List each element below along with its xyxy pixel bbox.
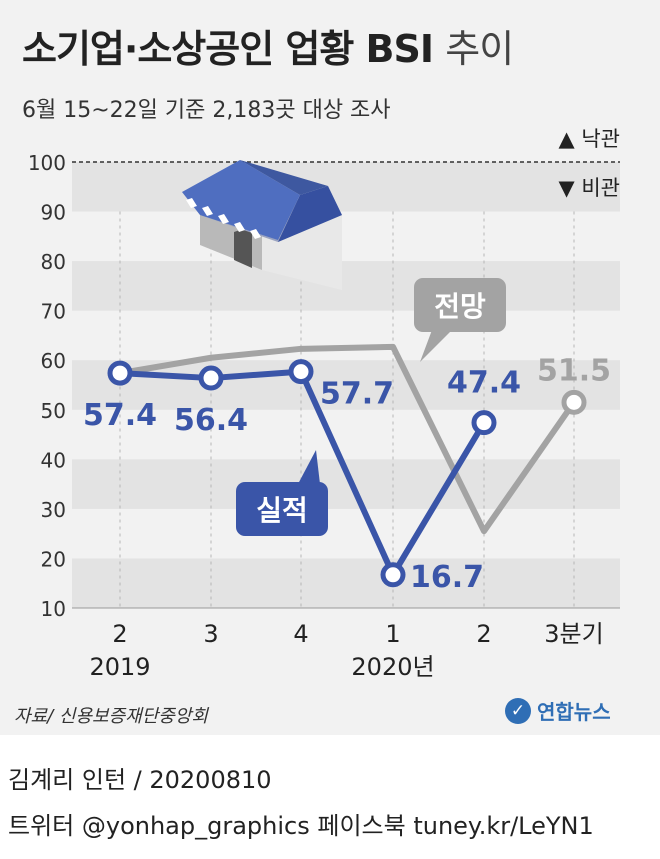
- actual-value-label: 56.4: [174, 403, 248, 438]
- actual-value-label: 57.4: [83, 398, 157, 433]
- x-year-label: 2020년: [351, 653, 434, 681]
- grid-band: [72, 558, 620, 608]
- x-tick-label: 1: [385, 620, 400, 648]
- y-axis-ticks: 10 20 30 40 50 60 70 80 90 100: [28, 151, 66, 621]
- grid-band: [72, 162, 620, 212]
- y-tick-label: 10: [41, 597, 66, 621]
- grid-band: [72, 261, 620, 311]
- x-tick-label: 3: [203, 620, 218, 648]
- x-tick-label: 4: [293, 620, 308, 648]
- callout-actual: 실적: [236, 450, 328, 536]
- actual-point: [107, 360, 133, 386]
- y-tick-label: 20: [41, 547, 66, 571]
- x-tick-label: 3분기: [544, 620, 603, 648]
- actual-point: [198, 365, 224, 391]
- store-illustration: [182, 160, 342, 290]
- data-points: [107, 359, 587, 588]
- logo-text: 연합뉴스: [537, 700, 611, 724]
- callout-actual-label: 실적: [256, 494, 308, 527]
- data-labels: 57.4 56.4 57.7 16.7 47.4 51.5: [83, 353, 611, 594]
- title-suffix: 추이: [445, 27, 514, 71]
- chart-title: 소기업·소상공인 업황 BSI 추이: [22, 18, 514, 73]
- agency-logo: ✓ 연합뉴스: [505, 696, 611, 725]
- background-bands: [72, 162, 620, 608]
- chart-subtitle: 6월 15~22일 기준 2,183곳 대상 조사: [22, 98, 391, 123]
- y-tick-label: 60: [41, 349, 66, 373]
- callout-outlook: 전망: [414, 278, 506, 362]
- legend-optimistic: ▲ 낙관: [559, 127, 620, 151]
- x-tick-label: 2: [476, 620, 491, 648]
- callout-outlook-label: 전망: [434, 290, 486, 323]
- y-tick-label: 40: [41, 448, 66, 472]
- legend-pessimistic: ▼ 비관: [559, 176, 620, 200]
- y-tick-label: 30: [41, 498, 66, 522]
- title-main: 소기업·소상공인 업황 BSI: [22, 27, 434, 71]
- y-tick-label: 80: [41, 250, 66, 274]
- actual-point: [380, 562, 406, 588]
- x-axis-ticks: 2 3 4 1 2 3분기 2019 2020년: [89, 620, 603, 681]
- author-credit: 김계리 인턴 / 20200810: [8, 766, 272, 794]
- x-tick-label: 2: [112, 620, 127, 648]
- series-outlook-line: [119, 343, 577, 535]
- y-tick-label: 50: [41, 399, 66, 423]
- y-tick-label: 70: [41, 300, 66, 324]
- y-tick-label: 100: [28, 151, 66, 175]
- actual-value-label: 47.4: [447, 366, 521, 401]
- y-tick-label: 90: [41, 201, 66, 225]
- yonhap-logo-icon: ✓: [505, 697, 531, 724]
- actual-value-label: 57.7: [320, 377, 394, 412]
- outlook-point: [561, 389, 587, 415]
- actual-point: [471, 410, 497, 436]
- source-note: 자료/ 신용보증재단중앙회: [14, 706, 208, 727]
- actual-value-label: 16.7: [410, 560, 484, 595]
- x-year-label: 2019: [89, 653, 150, 681]
- outlook-value-label: 51.5: [537, 353, 611, 388]
- social-links: 트위터 @yonhap_graphics 페이스북 tuney.kr/LeYN1: [8, 812, 594, 840]
- bsi-line-chart: ▲ 낙관 ▼ 비관 10 20 30 40 50 60 70 80 90 100 2 3 4 1 2 3분기…: [28, 127, 620, 681]
- actual-point: [288, 359, 314, 385]
